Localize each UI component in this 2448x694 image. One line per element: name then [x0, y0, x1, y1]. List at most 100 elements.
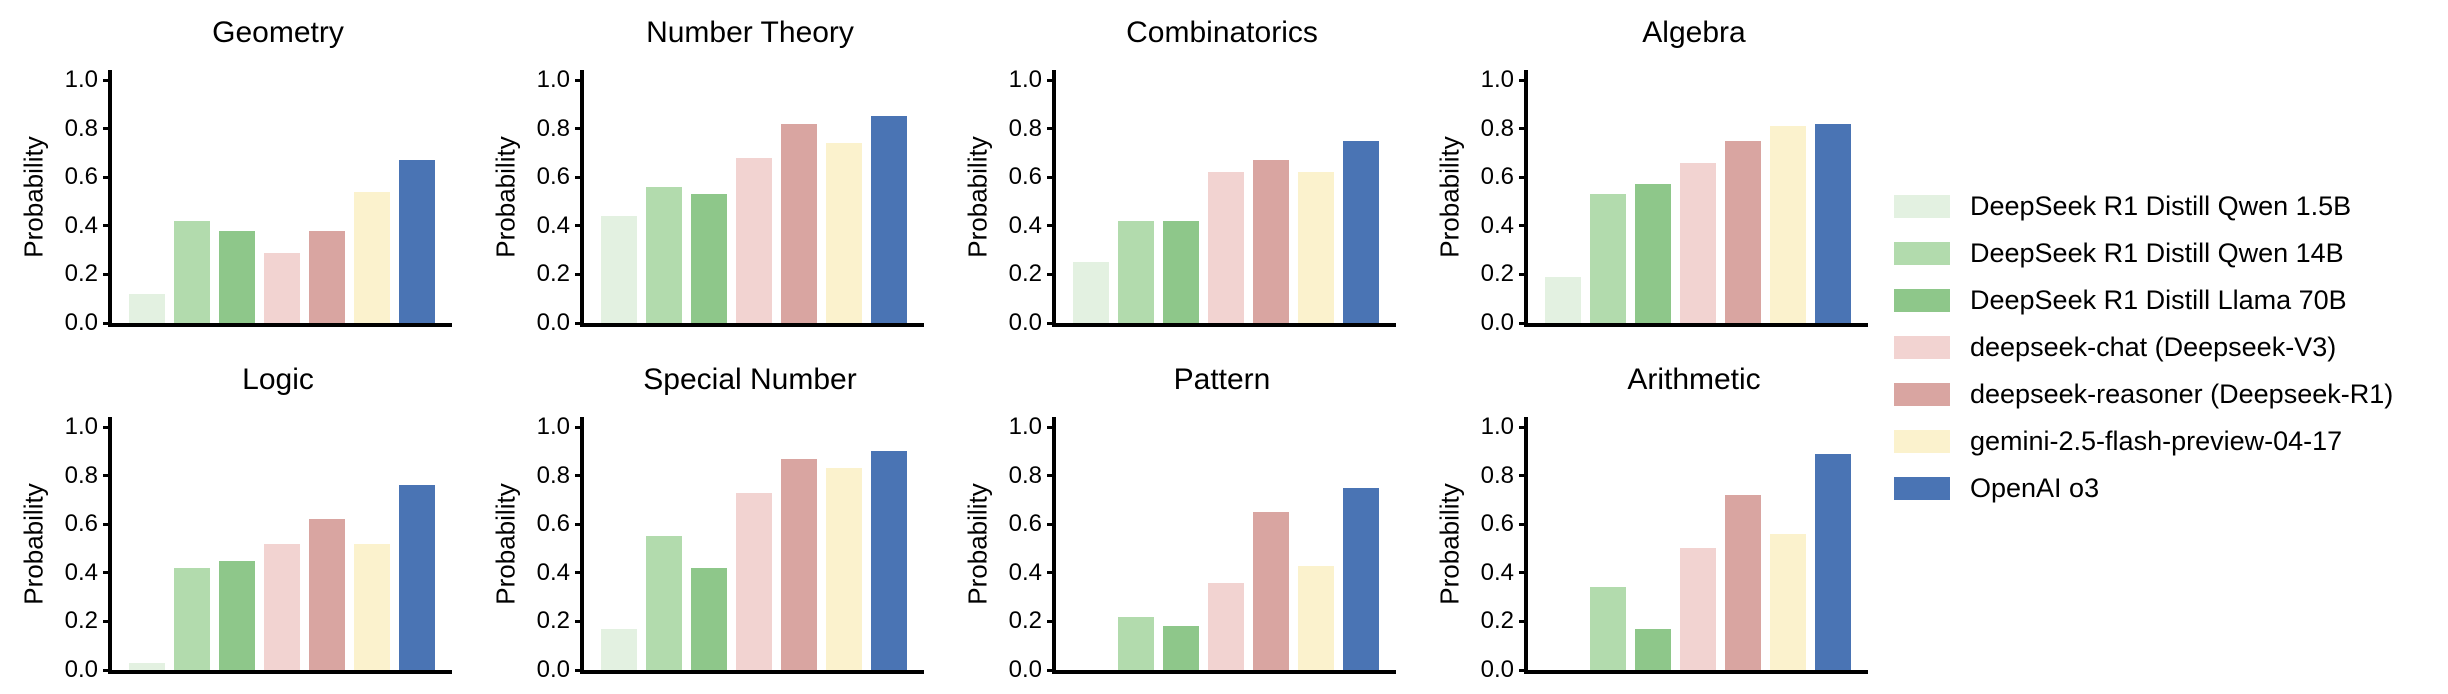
- y-tick-mark: [1047, 321, 1056, 325]
- y-tick-mark: [1519, 474, 1528, 478]
- y-tick-label: 0.2: [1480, 607, 1514, 635]
- bar-deepseek-chat-deepseek-v3-: [1208, 172, 1244, 323]
- bar-gemini-2-5-flash-preview-04-17: [1298, 566, 1334, 670]
- y-tick-label: 0.2: [536, 260, 570, 288]
- bar-deepseek-r1-distill-llama-70b: [1163, 626, 1199, 670]
- y-tick-label: 1.0: [64, 413, 98, 440]
- y-tick-label: 0.4: [536, 211, 570, 239]
- y-tick-mark: [1519, 425, 1528, 429]
- subplot-logic: Logic Probability 0.0 0.2 0.4 0.6 0.8 1.0: [0, 347, 472, 694]
- bar-deepseek-reasoner-deepseek-r1-: [1725, 495, 1761, 670]
- y-tick-mark: [575, 78, 584, 82]
- bar-deepseek-r1-distill-qwen-14b: [646, 187, 682, 323]
- bar-deepseek-r1-distill-qwen-14b: [174, 568, 210, 670]
- plot-title: Pattern: [1173, 363, 1271, 396]
- y-tick-label: 0.6: [1008, 510, 1042, 538]
- bar-deepseek-chat-deepseek-v3-: [264, 253, 300, 323]
- axes: Probability 0.0 0.2 0.4 0.6 0.8 1.0: [963, 415, 1396, 682]
- y-tick-mark: [103, 619, 112, 623]
- subplot-geometry: Geometry Probability 0.0 0.2 0.4 0.6 0.8 1.0: [0, 0, 472, 347]
- y-tick-mark: [575, 571, 584, 575]
- bar-deepseek-reasoner-deepseek-r1-: [781, 124, 817, 323]
- subplot-pattern: Pattern Probability 0.0 0.2 0.4 0.6 0.8 1.0: [944, 347, 1416, 694]
- axes: Probability 0.0 0.2 0.4 0.6 0.8 1.0: [1435, 68, 1868, 335]
- bar-deepseek-r1-distill-qwen-1-5b: [601, 629, 637, 670]
- y-tick-mark: [103, 272, 112, 276]
- bar-gemini-2-5-flash-preview-04-17: [354, 192, 390, 323]
- axes: Probability 0.0 0.2 0.4 0.6 0.8 1.0: [491, 68, 924, 335]
- y-tick-label: 0.6: [1008, 163, 1042, 191]
- y-tick-label: 1.0: [1480, 413, 1514, 440]
- bar-deepseek-r1-distill-qwen-14b: [646, 536, 682, 670]
- y-tick-label: 0.8: [536, 461, 570, 489]
- y-tick-label: 0.0: [64, 309, 98, 336]
- y-tick-label: 1.0: [536, 66, 570, 93]
- y-tick-label: 0.6: [536, 163, 570, 191]
- y-tick-label: 0.0: [1008, 656, 1042, 683]
- bar-deepseek-r1-distill-llama-70b: [219, 561, 255, 670]
- y-tick-label: 0.0: [1480, 309, 1514, 336]
- y-tick-mark: [575, 474, 584, 478]
- bar-gemini-2-5-flash-preview-04-17: [826, 143, 862, 323]
- bar-openai-o3: [871, 451, 907, 670]
- plot-title: Special Number: [643, 363, 857, 396]
- y-tick-mark: [575, 175, 584, 179]
- y-tick-label: 0.2: [64, 607, 98, 635]
- y-axis-label: Probability: [18, 482, 49, 605]
- bar-deepseek-r1-distill-qwen-1-5b: [1073, 262, 1109, 323]
- y-tick-mark: [103, 474, 112, 478]
- subplot-grid: Geometry Probability 0.0 0.2 0.4 0.6 0.8 1.0 Num…: [0, 0, 1868, 694]
- y-axis-label: Probability: [962, 482, 993, 605]
- y-tick-mark: [1519, 571, 1528, 575]
- legend-label: DeepSeek R1 Distill Qwen 1.5B: [1970, 190, 2352, 221]
- bar-deepseek-chat-deepseek-v3-: [1680, 163, 1716, 323]
- legend-swatch: [1894, 382, 1950, 406]
- y-tick-mark: [1519, 224, 1528, 228]
- bar-openai-o3: [1343, 141, 1379, 323]
- y-tick-label: 0.0: [536, 309, 570, 336]
- y-tick-mark: [1047, 571, 1056, 575]
- y-tick-label: 0.8: [536, 114, 570, 142]
- bar-group: [1528, 417, 1868, 670]
- bar-deepseek-chat-deepseek-v3-: [1680, 548, 1716, 670]
- axes: Probability 0.0 0.2 0.4 0.6 0.8 1.0: [1435, 415, 1868, 682]
- y-tick-label: 0.4: [1008, 558, 1042, 586]
- y-tick-mark: [575, 425, 584, 429]
- y-tick-label: 0.6: [64, 510, 98, 538]
- bar-deepseek-chat-deepseek-v3-: [1208, 583, 1244, 670]
- y-tick-label: 0.6: [536, 510, 570, 538]
- legend-swatch: [1894, 194, 1950, 218]
- bar-deepseek-r1-distill-qwen-1-5b: [129, 294, 165, 323]
- bar-deepseek-chat-deepseek-v3-: [736, 493, 772, 670]
- y-tick-mark: [575, 522, 584, 526]
- y-tick-mark: [103, 127, 112, 131]
- y-tick-label: 1.0: [1008, 66, 1042, 93]
- legend-label: deepseek-reasoner (Deepseek-R1): [1970, 378, 2394, 409]
- y-axis-label: Probability: [1434, 482, 1465, 605]
- y-tick-mark: [103, 668, 112, 672]
- y-tick-label: 0.8: [64, 114, 98, 142]
- y-tick-mark: [575, 321, 584, 325]
- y-tick-label: 0.2: [1008, 607, 1042, 635]
- y-axis-label: Probability: [962, 135, 993, 258]
- bar-openai-o3: [871, 116, 907, 323]
- bar-gemini-2-5-flash-preview-04-17: [1770, 534, 1806, 670]
- y-tick-label: 0.6: [64, 163, 98, 191]
- bar-group: [1056, 417, 1396, 670]
- plot-title: Combinatorics: [1126, 16, 1318, 49]
- bar-deepseek-r1-distill-qwen-14b: [1118, 617, 1154, 670]
- legend-item: deepseek-chat (Deepseek-V3): [1894, 332, 2448, 363]
- y-tick-label: 0.2: [1008, 260, 1042, 288]
- bar-deepseek-r1-distill-qwen-14b: [174, 221, 210, 323]
- y-tick-label: 0.4: [64, 211, 98, 239]
- y-tick-label: 0.4: [1480, 211, 1514, 239]
- bar-gemini-2-5-flash-preview-04-17: [826, 468, 862, 670]
- y-tick-label: 1.0: [536, 413, 570, 440]
- axes: Probability 0.0 0.2 0.4 0.6 0.8 1.0: [963, 68, 1396, 335]
- y-tick-label: 0.8: [1480, 114, 1514, 142]
- bar-gemini-2-5-flash-preview-04-17: [1298, 172, 1334, 323]
- y-tick-mark: [575, 619, 584, 623]
- y-tick-mark: [103, 321, 112, 325]
- axes: Probability 0.0 0.2 0.4 0.6 0.8 1.0: [19, 68, 452, 335]
